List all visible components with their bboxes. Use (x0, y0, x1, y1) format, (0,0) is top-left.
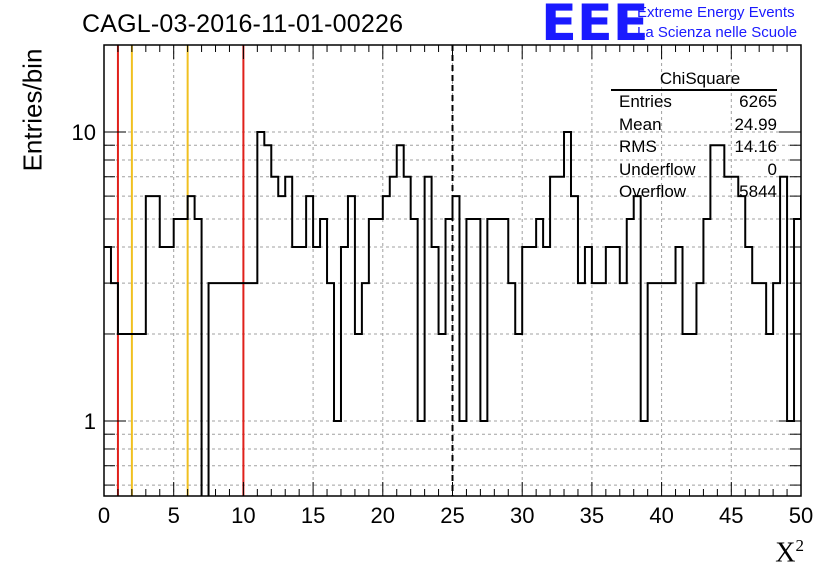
stats-box: ChiSquare Entries 6265 Mean 24.99 RMS 14.16… (611, 68, 777, 204)
stats-row: Mean 24.99 (619, 114, 777, 137)
x-axis-label: X2 (775, 536, 804, 569)
stats-label: RMS (619, 137, 657, 156)
axis-ticks (103, 45, 802, 496)
x-tick-label: 10 (231, 503, 255, 528)
stats-row: Overflow 5844 (619, 181, 777, 204)
x-tick-label: 35 (580, 503, 604, 528)
stats-value: 24.99 (734, 114, 777, 134)
stats-label: Underflow (619, 159, 696, 179)
y-tick-label: 10 (72, 120, 96, 145)
y-axis-label: Entries/bin (17, 48, 48, 172)
run-title: CAGL-03-2016-11-01-00226 (82, 10, 404, 38)
x-tick-label: 45 (719, 503, 743, 528)
x-tick-label: 50 (789, 503, 813, 528)
x-tick-label: 40 (649, 503, 673, 528)
stats-value: 6265 (739, 92, 777, 111)
stats-row: RMS 14.16 (619, 136, 777, 159)
stats-row: Underflow 0 (619, 159, 777, 182)
tick-labels: 0 5 10 15 20 25 30 35 40 45 50 1 10 (72, 120, 814, 528)
x-axis-label-base: X (775, 537, 796, 569)
logo-caption-line2: La Scienza nelle Scuole (637, 24, 798, 41)
stats-value: 14.16 (734, 137, 777, 156)
histogram-line (104, 130, 801, 496)
stats-value: 0 (767, 159, 777, 179)
x-tick-label: 20 (371, 503, 395, 528)
x-tick-label: 0 (98, 503, 110, 528)
x-axis-label-superscript: 2 (795, 536, 805, 555)
stats-label: Mean (619, 114, 662, 134)
stats-label: Entries (619, 92, 672, 111)
y-tick-label: 1 (84, 409, 96, 434)
vertical-markers (116, 45, 454, 496)
logo-caption-line1: Extreme Energy Events (637, 4, 795, 21)
stats-title: ChiSquare (611, 68, 777, 91)
x-tick-label: 15 (301, 503, 325, 528)
stats-label: Overflow (619, 182, 687, 201)
eee-logo: EEE (541, 0, 649, 52)
x-tick-label: 30 (510, 503, 534, 528)
stats-value: 5844 (739, 182, 777, 201)
x-tick-label: 5 (168, 503, 180, 528)
x-tick-label: 25 (440, 503, 464, 528)
stats-row: Entries 6265 (619, 91, 777, 114)
